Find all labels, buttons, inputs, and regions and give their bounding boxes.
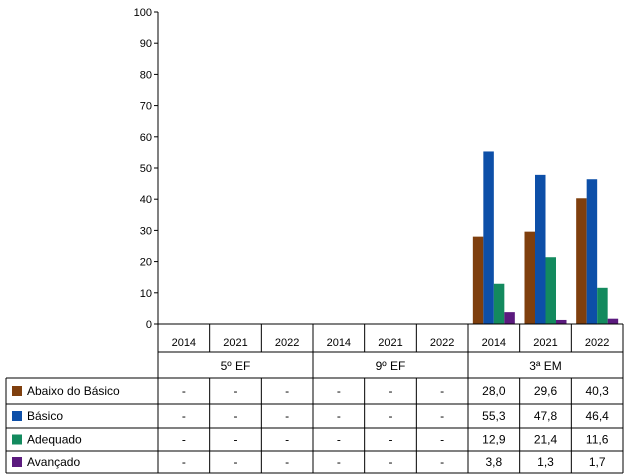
category-label: 2021 <box>533 337 557 349</box>
data-label: - <box>440 455 444 469</box>
category-label: 2021 <box>223 337 247 349</box>
bar <box>586 179 598 324</box>
legend-label: Básico <box>27 409 63 423</box>
data-label: - <box>285 409 289 423</box>
data-label: - <box>440 384 444 398</box>
data-label: - <box>389 409 393 423</box>
bar <box>483 151 494 324</box>
data-label: 21,4 <box>534 433 558 447</box>
data-label: - <box>440 433 444 447</box>
y-tick-label: 40 <box>140 194 152 206</box>
y-tick-label: 100 <box>134 7 152 19</box>
data-label: - <box>337 433 341 447</box>
data-label: - <box>389 455 393 469</box>
category-label: 2014 <box>482 337 506 349</box>
data-label: - <box>389 433 393 447</box>
legend-swatch <box>12 457 22 467</box>
y-tick-label: 80 <box>140 69 152 81</box>
data-label: 47,8 <box>534 409 558 423</box>
data-label: 28,0 <box>482 384 506 398</box>
bar <box>556 319 567 324</box>
data-label: - <box>182 384 186 398</box>
data-label: 29,6 <box>534 384 558 398</box>
bar <box>535 174 546 324</box>
data-label: 1,3 <box>537 455 554 469</box>
data-label: 3,8 <box>485 455 502 469</box>
y-tick-label: 20 <box>140 257 152 269</box>
legend-label: Avançado <box>27 455 80 469</box>
y-tick-label: 50 <box>140 163 152 175</box>
data-label: - <box>182 455 186 469</box>
data-label: 55,3 <box>482 409 506 423</box>
data-label: - <box>285 384 289 398</box>
legend-swatch <box>12 434 22 445</box>
group-label: 9º EF <box>376 359 406 373</box>
bar <box>576 198 587 324</box>
data-label: - <box>440 409 444 423</box>
y-tick-label: 10 <box>140 288 152 300</box>
data-label: - <box>182 409 186 423</box>
data-label: 12,9 <box>482 433 506 447</box>
data-label: - <box>389 384 393 398</box>
data-label: 46,4 <box>585 409 609 423</box>
legend-swatch <box>12 386 22 396</box>
group-label: 3ª EM <box>529 359 561 373</box>
bar <box>607 318 619 324</box>
data-label: - <box>285 433 289 447</box>
category-label: 2022 <box>275 337 299 349</box>
data-label: - <box>234 384 238 398</box>
bar <box>493 283 505 324</box>
bar <box>597 287 608 324</box>
bar <box>545 257 556 324</box>
y-tick-label: 70 <box>140 101 152 113</box>
bar <box>472 236 484 324</box>
data-label: - <box>337 384 341 398</box>
group-label: 5º EF <box>221 359 251 373</box>
y-tick-label: 90 <box>140 38 152 50</box>
y-tick-label: 0 <box>146 319 152 331</box>
data-label: - <box>337 409 341 423</box>
legend-label: Abaixo do Básico <box>27 384 120 398</box>
category-label: 2014 <box>172 337 196 349</box>
category-label: 2022 <box>430 337 454 349</box>
data-label: - <box>285 455 289 469</box>
data-label: - <box>234 433 238 447</box>
data-label: 11,6 <box>586 433 609 447</box>
data-label: - <box>234 455 238 469</box>
data-label: - <box>337 455 341 469</box>
y-tick-label: 60 <box>140 132 152 144</box>
data-label: - <box>234 409 238 423</box>
legend-label: Adequado <box>27 433 82 447</box>
category-label: 2022 <box>585 337 609 349</box>
category-label: 2014 <box>327 337 351 349</box>
legend-swatch <box>12 411 22 421</box>
category-label: 2021 <box>378 337 402 349</box>
data-label: 1,7 <box>589 455 606 469</box>
bar <box>504 312 515 324</box>
data-label: 40,3 <box>585 384 609 398</box>
bar <box>524 231 535 324</box>
y-tick-label: 30 <box>140 225 152 237</box>
data-label: - <box>182 433 186 447</box>
